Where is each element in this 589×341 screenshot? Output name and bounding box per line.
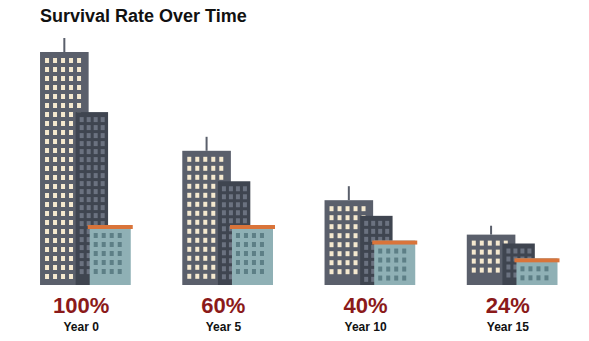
svg-text:Year 0: Year 0 — [63, 320, 99, 334]
svg-text:40%: 40% — [344, 293, 388, 318]
svg-text:Year 10: Year 10 — [345, 320, 387, 334]
svg-text:24%: 24% — [486, 293, 530, 318]
svg-text:Year 15: Year 15 — [487, 320, 529, 334]
svg-text:Year 5: Year 5 — [206, 320, 242, 334]
svg-text:100%: 100% — [53, 293, 109, 318]
svg-text:60%: 60% — [201, 293, 245, 318]
html-text:Survival Rate Over Time: Survival Rate Over Time — [40, 6, 247, 26]
